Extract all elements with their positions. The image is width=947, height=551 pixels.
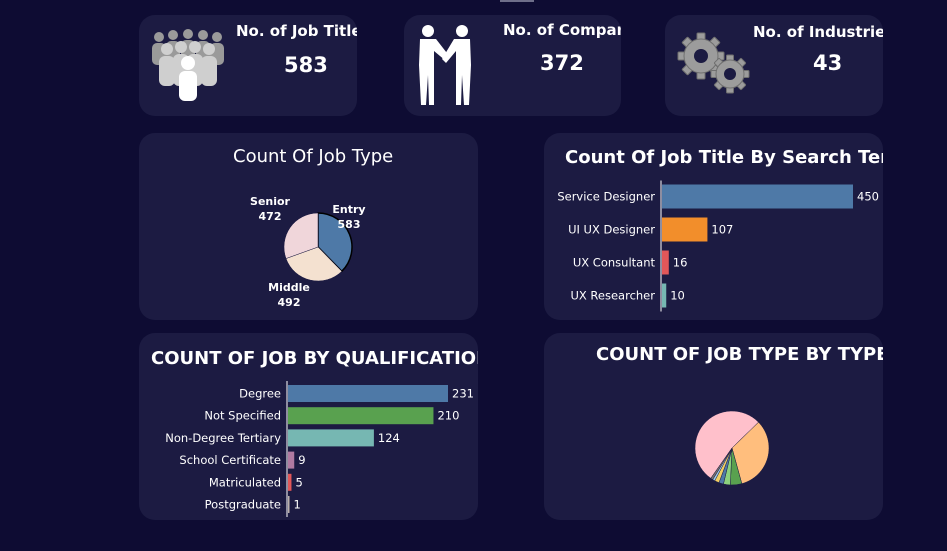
bar-category-label: Not Specified: [204, 409, 281, 423]
pie-value: 472: [259, 210, 282, 223]
job-type-by-type-pie-chart: [694, 410, 770, 486]
bar-category-label: UX Researcher: [570, 289, 655, 303]
bar-category-label: Service Designer: [557, 190, 655, 204]
bar: [288, 385, 448, 402]
pie-slice: [317, 212, 353, 273]
pie-label: Senior: [250, 195, 291, 208]
job-type-pie-card: Count Of Job Type Entry 583 Middle 492 Senio…: [139, 133, 478, 320]
bar-category-label: Postgraduate: [205, 498, 281, 512]
bar: [662, 217, 708, 242]
bar-value-label: 231: [452, 387, 474, 401]
bar-value-label: 124: [378, 431, 400, 445]
kpi-card-companies: No. of Companies 372: [404, 15, 621, 116]
job-type-pie-chart: Entry 583 Middle 492 Senior 472: [250, 195, 366, 309]
chart-title: COUNT OF JOB BY QUALIFICATION: [151, 348, 478, 369]
pie-value: 492: [278, 296, 301, 309]
bar: [288, 429, 374, 447]
search-term-bar-card: Count Of Job Title By Search Term Servic…: [544, 133, 883, 320]
bar: [288, 496, 290, 513]
kpi-value: 43: [813, 51, 843, 75]
pie-label: Entry: [332, 203, 365, 216]
bar: [662, 250, 669, 275]
chart-title: Count Of Job Type: [233, 146, 394, 167]
job-type-by-type-pie-card: COUNT OF JOB TYPE BY TYPE: [544, 333, 883, 520]
pie-slice: [283, 212, 319, 259]
pie-slice: [710, 447, 733, 480]
bar-value-label: 450: [857, 190, 879, 204]
kpi-title: No. of Industries: [753, 23, 883, 41]
pie-slice: [694, 410, 759, 479]
gears-icon: [677, 32, 750, 94]
bar-category-label: UI UX Designer: [568, 223, 655, 237]
bar-value-label: 16: [673, 256, 688, 270]
bar-value-label: 107: [711, 223, 733, 237]
search-term-bar-chart: Service Designer 450 UI UX Designer 107 UX C…: [557, 180, 879, 312]
bar: [662, 184, 853, 209]
bar-value-label: 210: [437, 409, 459, 423]
bar: [288, 451, 295, 469]
kpi-value: 372: [540, 51, 584, 75]
bar-category-label: Non-Degree Tertiary: [165, 431, 281, 445]
pie-slice: [285, 246, 343, 282]
handshake-icon: [419, 25, 471, 105]
chart-title: Count Of Job Title By Search Term: [565, 147, 883, 168]
kpi-value: 583: [284, 53, 328, 77]
pie-label: Middle: [268, 281, 310, 294]
bar-value-label: 10: [670, 289, 685, 303]
bar-category-label: Matriculated: [209, 475, 281, 489]
bar: [288, 473, 292, 491]
kpi-card-job-titles: No. of Job Titles 583: [139, 15, 357, 116]
pie-slice: [731, 421, 770, 484]
bar-category-label: School Certificate: [179, 453, 281, 467]
kpi-title: No. of Job Titles: [236, 22, 357, 40]
kpi-card-industries: No. of Industries 43: [665, 15, 883, 116]
bar-category-label: Degree: [239, 387, 281, 401]
bar-value-label: 9: [298, 453, 305, 467]
people-group-icon: [152, 29, 224, 101]
bar-value-label: 5: [295, 475, 302, 489]
bar-category-label: UX Consultant: [573, 256, 656, 270]
bar: [662, 283, 667, 308]
chart-title: COUNT OF JOB TYPE BY TYPE: [596, 344, 883, 365]
qualification-bar-chart: Degree 231 Not Specified 210 Non-Degree Tert…: [165, 381, 474, 517]
kpi-title: No. of Companies: [503, 21, 621, 39]
bar: [288, 407, 434, 425]
bar-value-label: 1: [294, 498, 301, 512]
qualification-bar-card: COUNT OF JOB BY QUALIFICATION Degree 231 N…: [139, 333, 478, 520]
top-scroll-indicator: [500, 0, 534, 2]
pie-value: 583: [338, 218, 361, 231]
